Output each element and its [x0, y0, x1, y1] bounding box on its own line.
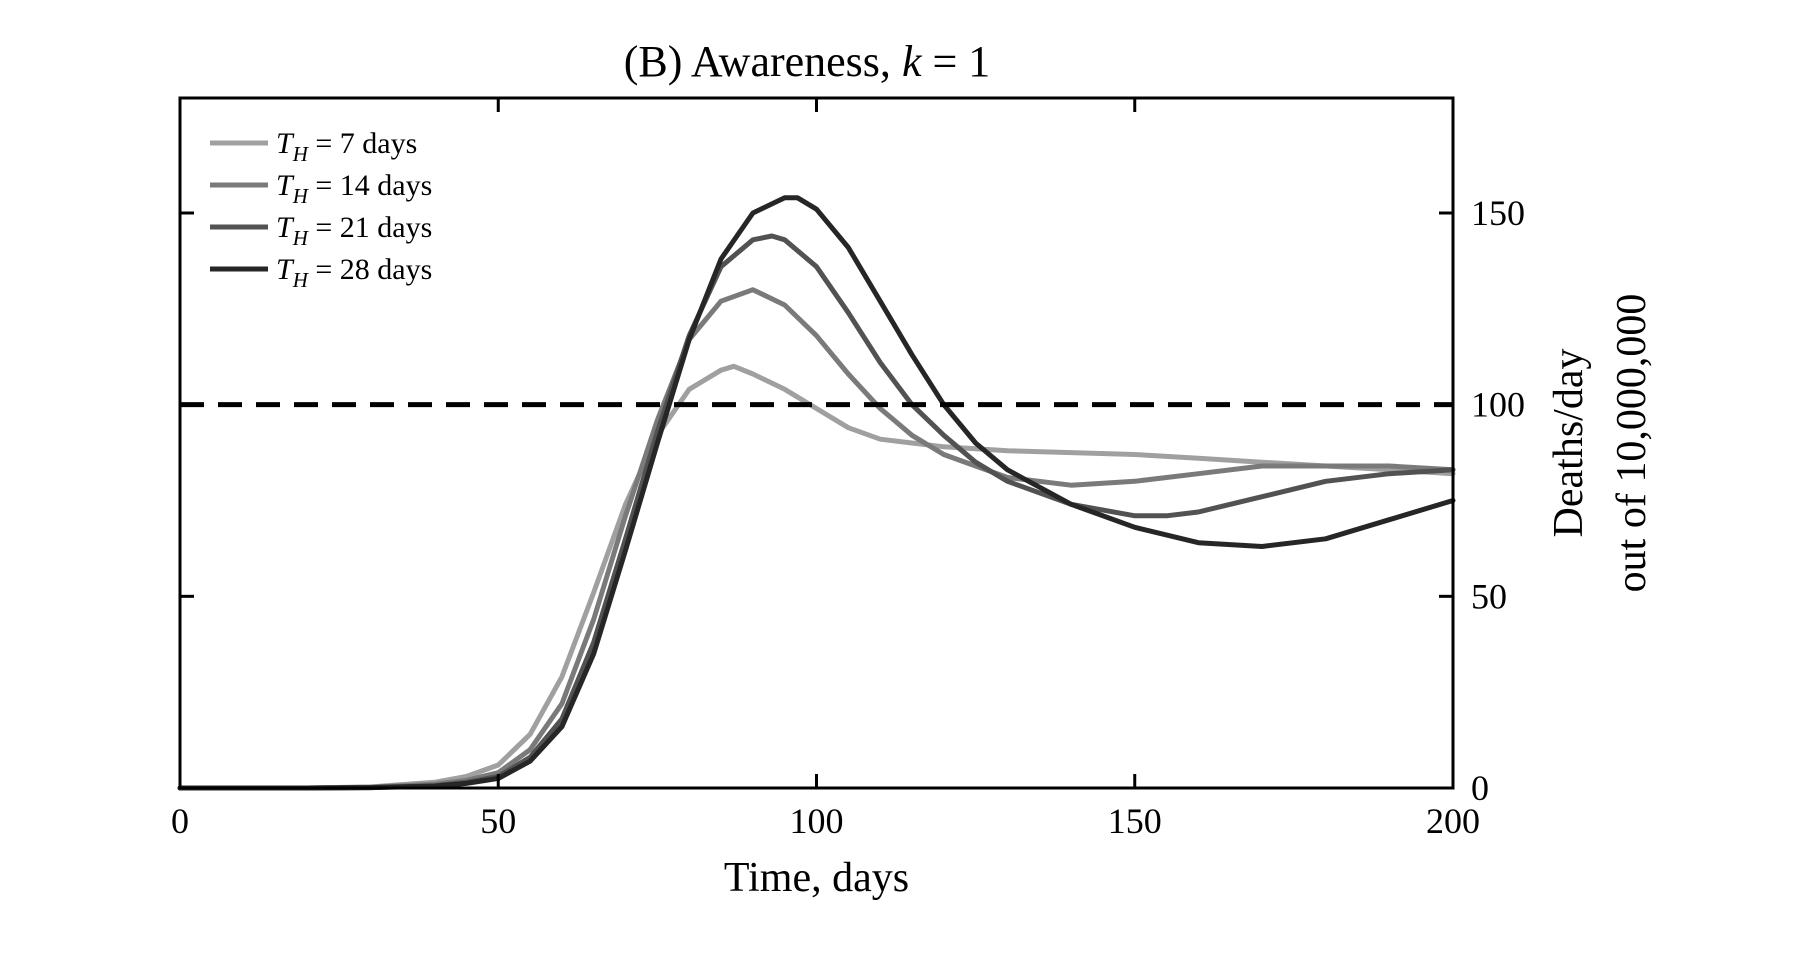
legend-label-2: TH = 14 days: [276, 169, 432, 208]
series-line-1: [177, 363, 1456, 791]
series-line-2: [177, 287, 1456, 791]
x-tick-label: 200: [1426, 801, 1480, 841]
series-line-3: [177, 233, 1456, 791]
chart-title: (B) Awareness, k = 1: [624, 37, 991, 86]
chart-title-prefix: (B) Awareness,: [624, 37, 891, 86]
y-tick-label: 50: [1471, 576, 1507, 616]
y-axis-label-line1: Deaths/day: [1546, 349, 1592, 538]
x-tick-label: 50: [480, 801, 516, 841]
legend-label-1: TH = 7 days: [276, 127, 417, 166]
legend-label-4: TH = 28 days: [276, 253, 432, 292]
y-axis-label: Deaths/day out of 10,000,000: [1546, 294, 1655, 593]
x-tick-label: 0: [171, 801, 189, 841]
series-line-4: [177, 195, 1456, 791]
chart-title-rest: = 1: [932, 37, 990, 86]
series-layer: [177, 195, 1456, 791]
x-tick-label: 100: [790, 801, 844, 841]
y-tick-label: 150: [1471, 193, 1525, 233]
y-axis-label-line2: out of 10,000,000: [1609, 294, 1655, 593]
x-tick-label: 150: [1108, 801, 1162, 841]
y-tick-label: 0: [1471, 768, 1489, 808]
chart-title-var: k: [902, 37, 923, 86]
x-axis-label: Time, days: [724, 855, 909, 901]
y-tick-label: 100: [1471, 385, 1525, 425]
legend-label-3: TH = 21 days: [276, 211, 432, 250]
